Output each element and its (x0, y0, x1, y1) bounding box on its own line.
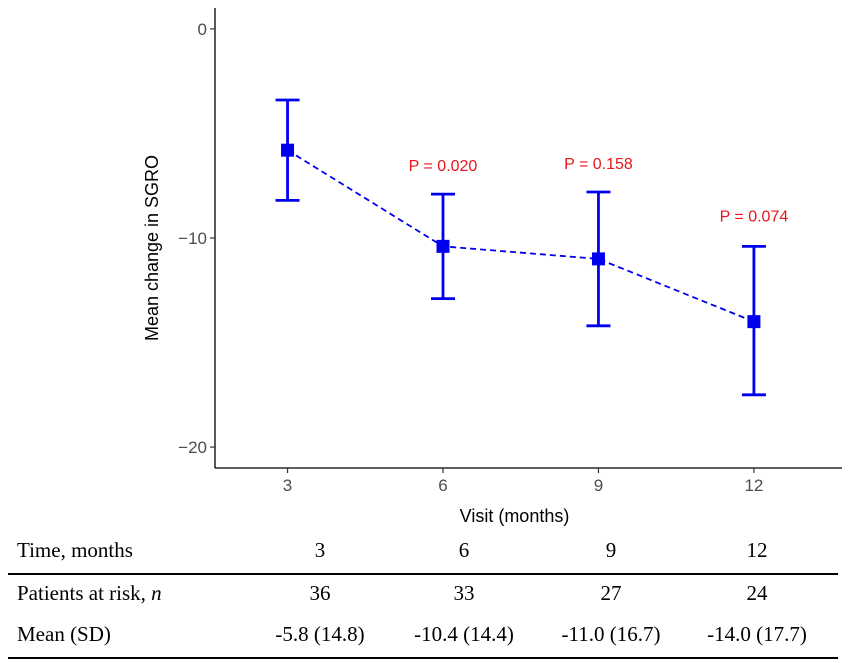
row-label: Patients at risk, n (17, 581, 162, 606)
header-cell: 12 (746, 538, 768, 562)
x-axis-title: Visit (months) (460, 506, 570, 526)
y-tick-label: 0 (198, 20, 207, 39)
risk-table: Time, months 3 6 9 12 Patients at risk, … (8, 532, 838, 659)
header-label: Time, months (17, 538, 133, 562)
x-tick-label: 3 (283, 476, 292, 495)
p-value-annotation: P = 0.158 (564, 156, 633, 173)
row-label-italic: n (151, 581, 162, 605)
data-point (281, 143, 295, 157)
table-cell: 24 (746, 581, 768, 605)
chart: 0 −10 −20 3 6 9 12 Visit (months) Mean change in… (142, 8, 842, 526)
table-row: Mean (SD) -5.8 (14.8) -10.4 (14.4) -11.0… (8, 616, 838, 657)
table-cell: -10.4 (14.4) (414, 622, 514, 646)
header-cell: 3 (314, 538, 326, 562)
p-value-annotation: P = 0.020 (409, 158, 478, 175)
x-tick-label: 9 (594, 476, 603, 495)
x-tick-label: 6 (438, 476, 447, 495)
data-point (591, 252, 605, 266)
data-point (747, 315, 761, 329)
p-value-annotation: P = 0.074 (720, 208, 789, 225)
y-axis-title: Mean change in SGRO (142, 155, 162, 341)
plot-area: 0 −10 −20 3 6 9 12 Visit (months) Mean change in… (142, 8, 842, 526)
data-point (436, 239, 450, 253)
table-cell: -11.0 (16.7) (561, 622, 661, 646)
header-cell: 9 (605, 538, 617, 562)
row-label: Mean (SD) (17, 622, 111, 646)
header-cell: 6 (458, 538, 470, 562)
table-cell: -14.0 (17.7) (707, 622, 807, 646)
series-line (287, 149, 755, 323)
table-cell: 33 (453, 581, 475, 605)
y-tick-label: −10 (178, 229, 207, 248)
y-tick-label: −20 (178, 438, 207, 457)
table-rule (8, 573, 838, 575)
table-cell: -5.8 (14.8) (275, 622, 365, 646)
row-label-text: Patients at risk, (17, 581, 152, 605)
table-cell: 36 (309, 581, 331, 605)
table-cell: 27 (600, 581, 622, 605)
table-row: Patients at risk, n 36 33 27 24 (8, 575, 838, 616)
table-rule (8, 657, 838, 659)
table-header-row: Time, months 3 6 9 12 (8, 532, 838, 573)
x-tick-label: 12 (744, 476, 763, 495)
